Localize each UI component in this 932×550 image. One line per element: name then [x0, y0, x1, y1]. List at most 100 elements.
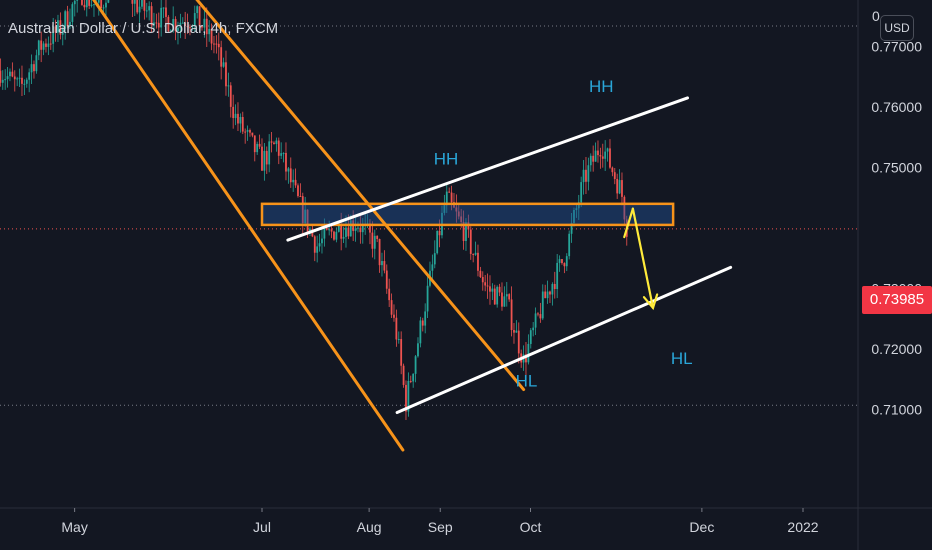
candle-body-103 — [246, 130, 249, 132]
candle-body-16 — [37, 40, 40, 56]
candle-body-175 — [419, 320, 422, 344]
resistance-zone[interactable] — [260, 202, 675, 227]
price-tick-6: 0.71000 — [871, 402, 922, 418]
candle-body-166 — [397, 339, 400, 341]
forecast-arrow-1[interactable] — [631, 207, 655, 309]
candle-body-251 — [601, 156, 604, 159]
candle-body-148 — [354, 228, 357, 231]
candle-body-64 — [153, 22, 155, 26]
candle-body-199 — [477, 252, 479, 271]
candle-body-78 — [186, 25, 189, 28]
candle-body-162 — [388, 288, 391, 301]
time-tick-2: Aug — [357, 519, 382, 535]
candle-body-238 — [570, 222, 573, 234]
price-axis: 0.780000.770000.760000.750000.730000.720… — [857, 0, 922, 550]
candle-body-183 — [438, 230, 441, 236]
candle-body-97 — [232, 106, 235, 119]
candle-body-201 — [481, 277, 484, 283]
candle-body-74 — [177, 27, 179, 32]
candle-body-203 — [486, 285, 489, 287]
candle-body-181 — [433, 253, 436, 265]
ascending-channel-upper-line[interactable] — [286, 96, 689, 242]
candle-body-93 — [222, 62, 225, 67]
candle-body-58 — [138, 6, 141, 13]
candle-body-125 — [299, 195, 302, 197]
descending-channel-upper-line[interactable] — [130, 0, 526, 392]
candle-body-143 — [342, 236, 345, 239]
candle-body-12 — [28, 72, 31, 80]
candle-body-1 — [1, 79, 4, 83]
currency-button[interactable]: USD — [880, 15, 914, 41]
candle-body-116 — [277, 140, 280, 156]
candle-body-31 — [73, 0, 76, 5]
candle-body-237 — [568, 233, 571, 257]
candle-body-190 — [455, 207, 458, 212]
candle-body-227 — [544, 291, 547, 299]
candle-body-231 — [553, 284, 556, 290]
price-tick-5: 0.72000 — [871, 341, 922, 357]
ascending-channel-lower-line[interactable] — [395, 265, 733, 415]
candle-body-255 — [611, 167, 614, 173]
candle-body-245 — [587, 165, 590, 182]
candle-body-32 — [76, 0, 79, 1]
candle-body-253 — [606, 148, 609, 152]
candle-body-221 — [529, 330, 532, 344]
candle-body-8 — [18, 77, 21, 79]
candle-body-6 — [13, 76, 16, 80]
annotation-hl-2: HL — [516, 372, 538, 391]
candle-body-108 — [258, 143, 261, 147]
candle-body-37 — [88, 0, 91, 6]
candle-body-3 — [6, 76, 9, 80]
candle-body-38 — [90, 4, 93, 6]
price-tick-2: 0.76000 — [871, 99, 922, 115]
candle-body-191 — [457, 211, 460, 217]
candle-body-254 — [609, 148, 611, 168]
candle-body-61 — [145, 10, 148, 12]
candle-body-214 — [513, 330, 515, 333]
candle-body-70 — [167, 16, 170, 32]
candle-body-92 — [220, 47, 223, 67]
candle-body-121 — [289, 168, 292, 183]
candle-body-100 — [239, 117, 242, 124]
candle-body-198 — [474, 252, 477, 255]
candle-body-36 — [85, 0, 88, 8]
candle-body-259 — [621, 180, 623, 197]
candle-body-106 — [253, 135, 256, 153]
candle-body-15 — [35, 55, 38, 72]
candle-body-210 — [503, 296, 506, 307]
candle-body-207 — [496, 286, 499, 305]
candle-body-11 — [25, 79, 28, 84]
candle-body-159 — [381, 261, 383, 266]
candle-body-84 — [201, 26, 203, 28]
candle-body-171 — [409, 380, 412, 382]
candle-body-224 — [537, 313, 539, 315]
time-tick-3: Sep — [428, 519, 453, 535]
candle-body-200 — [479, 270, 482, 278]
price-tick-3: 0.75000 — [871, 160, 922, 176]
candle-body-223 — [534, 313, 537, 328]
candle-body-44 — [105, 2, 107, 8]
candle-body-21 — [49, 43, 52, 45]
candle-body-139 — [333, 231, 335, 240]
candle-body-0 — [0, 70, 2, 83]
candle-body-98 — [234, 113, 237, 119]
descending-channel-lower-line[interactable] — [78, 0, 405, 452]
candle-body-41 — [97, 0, 100, 3]
candle-body-126 — [301, 196, 304, 224]
candle-body-9 — [21, 77, 23, 84]
candle-body-18 — [42, 43, 45, 50]
candle-body-208 — [498, 286, 501, 293]
candle-body-104 — [249, 130, 251, 133]
candle-body-212 — [508, 294, 511, 300]
candle-body-86 — [205, 18, 208, 35]
candle-body-89 — [213, 43, 215, 45]
candle-body-161 — [385, 270, 388, 289]
candle-body-68 — [162, 7, 165, 9]
forecast-arrow-0[interactable] — [623, 207, 634, 239]
time-axis: May Jul Aug Sep Oct Dec 2022 — [0, 507, 932, 535]
candle-body-243 — [582, 169, 585, 183]
candle-body-138 — [330, 229, 333, 232]
candle-body-42 — [100, 0, 103, 8]
symbol-title: Australian Dollar / U.S. Dollar, 4h, FXC… — [8, 20, 279, 37]
